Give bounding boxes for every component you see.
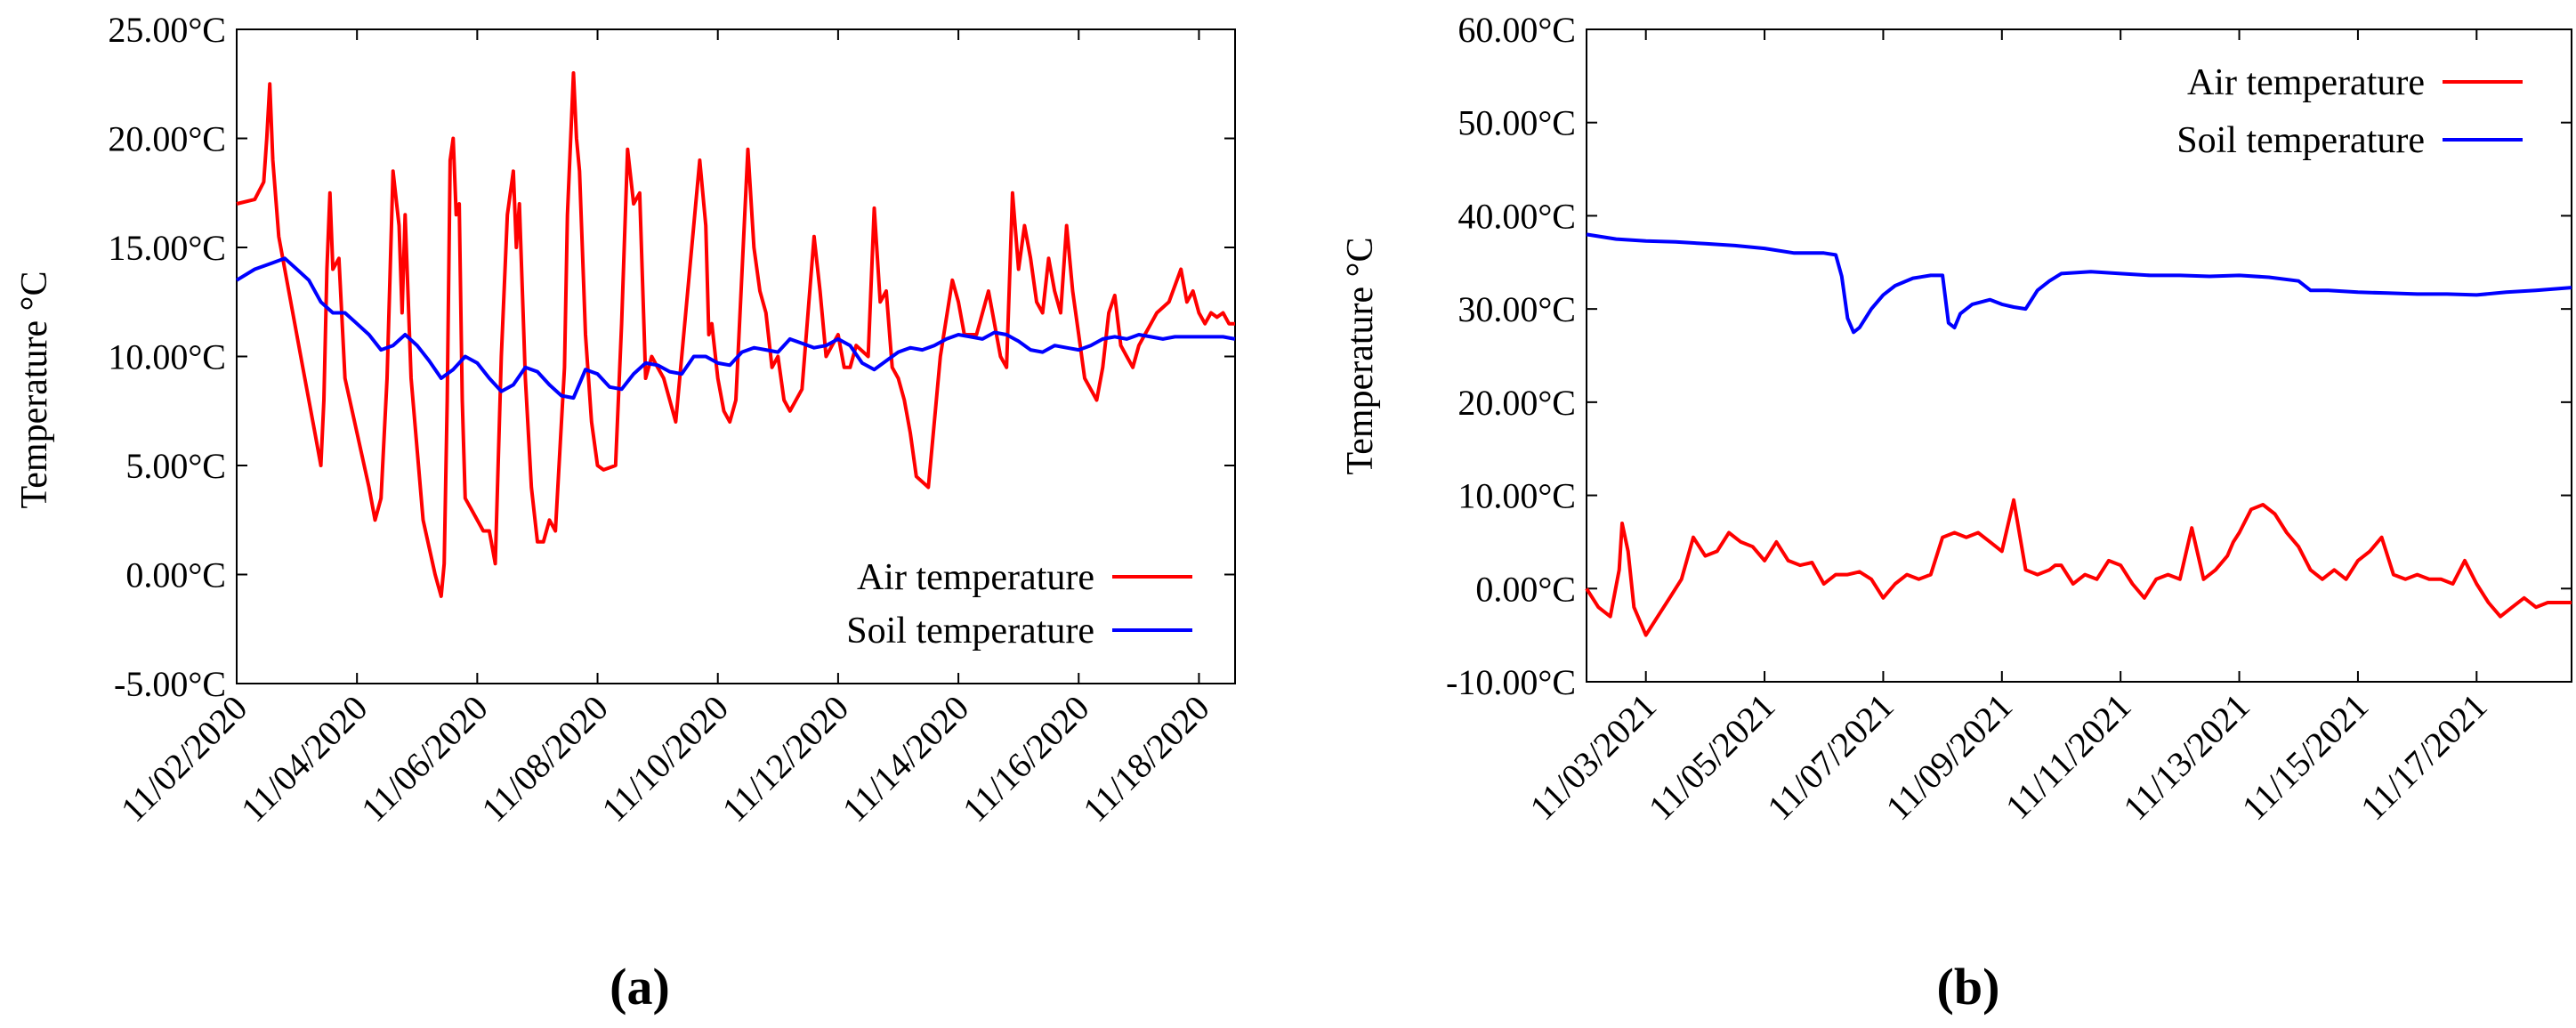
y-tick-label: -10.00°C <box>1446 662 1576 702</box>
y-tick-label: 15.00°C <box>108 228 226 268</box>
y-tick-label: 10.00°C <box>1458 476 1576 516</box>
y-tick-label: 0.00°C <box>125 555 226 595</box>
x-tick-label: 11/03/2021 <box>1522 686 1664 829</box>
panel-b-legend: Air temperature Soil temperature <box>2176 62 2523 161</box>
series-line-air-temperature <box>236 71 1235 598</box>
legend-label: Soil temperature <box>846 611 1094 652</box>
panel-b-plot-frame <box>1586 28 2572 683</box>
panel-a-y-ticks: -5.00°C 0.00°C 5.00°C 10.00°C 15.00°C 20.00°C… <box>108 10 1235 704</box>
y-tick-label: 0.00°C <box>1475 569 1576 609</box>
y-tick-label: 50.00°C <box>1458 103 1576 143</box>
x-tick-label: 11/12/2020 <box>715 688 857 830</box>
panel-b-ylabel: Temperature °C <box>1340 238 1381 475</box>
x-tick-label: 11/15/2021 <box>2234 686 2377 829</box>
panel-b: Temperature °C -10.00°C 0.00°C 10.00°C 20.0… <box>1340 10 2572 1016</box>
panel-b-y-ticks: -10.00°C 0.00°C 10.00°C 20.00°C 30.00°C 40.00… <box>1446 10 2572 702</box>
y-tick-label: 60.00°C <box>1458 10 1576 50</box>
x-tick-label: 11/13/2021 <box>2115 686 2257 829</box>
series-line-soil-temperature <box>1586 232 2572 335</box>
x-tick-label: 11/08/2020 <box>473 688 616 830</box>
y-tick-label: 30.00°C <box>1458 289 1576 329</box>
panel-a: Temperature °C -5.00°C 0.00°C 5.00°C 10.00°… <box>14 10 1236 1016</box>
panel-b-series <box>1585 232 2572 637</box>
y-tick-label: -5.00°C <box>114 664 226 704</box>
x-tick-label: 11/06/2020 <box>353 688 496 830</box>
y-tick-label: 20.00°C <box>1458 383 1576 423</box>
x-tick-label: 11/16/2020 <box>955 688 1097 830</box>
y-tick-label: 10.00°C <box>108 337 226 377</box>
panel-a-x-ticks: 11/02/202011/04/202011/06/202011/08/2020… <box>113 29 1217 830</box>
legend-label: Soil temperature <box>2176 120 2425 161</box>
x-tick-label: 11/02/2020 <box>113 688 255 830</box>
y-tick-label: 40.00°C <box>1458 196 1576 236</box>
x-tick-label: 11/07/2021 <box>1759 686 1902 829</box>
legend-label: Air temperature <box>857 557 1094 598</box>
x-tick-label: 11/11/2021 <box>1998 686 2139 828</box>
panel-b-label: (b) <box>1937 958 2000 1016</box>
y-tick-label: 5.00°C <box>125 446 226 486</box>
panel-a-legend: Air temperature Soil temperature <box>846 557 1192 652</box>
panel-a-ylabel: Temperature °C <box>14 271 55 509</box>
panel-a-label: (a) <box>610 958 670 1016</box>
series-line-soil-temperature <box>235 256 1236 401</box>
x-tick-label: 11/10/2020 <box>594 688 736 830</box>
x-tick-label: 11/18/2020 <box>1075 688 1217 830</box>
panel-a-series <box>235 71 1236 598</box>
x-tick-label: 11/14/2020 <box>835 688 977 830</box>
x-tick-label: 11/17/2021 <box>2353 686 2495 829</box>
legend-label: Air temperature <box>2187 62 2425 103</box>
x-tick-label: 11/04/2020 <box>233 688 375 830</box>
x-tick-label: 11/05/2021 <box>1641 686 1783 829</box>
y-tick-label: 20.00°C <box>108 119 226 159</box>
y-tick-label: 25.00°C <box>108 10 226 50</box>
x-tick-label: 11/09/2021 <box>1878 686 2021 829</box>
series-line-air-temperature <box>1585 498 2572 637</box>
